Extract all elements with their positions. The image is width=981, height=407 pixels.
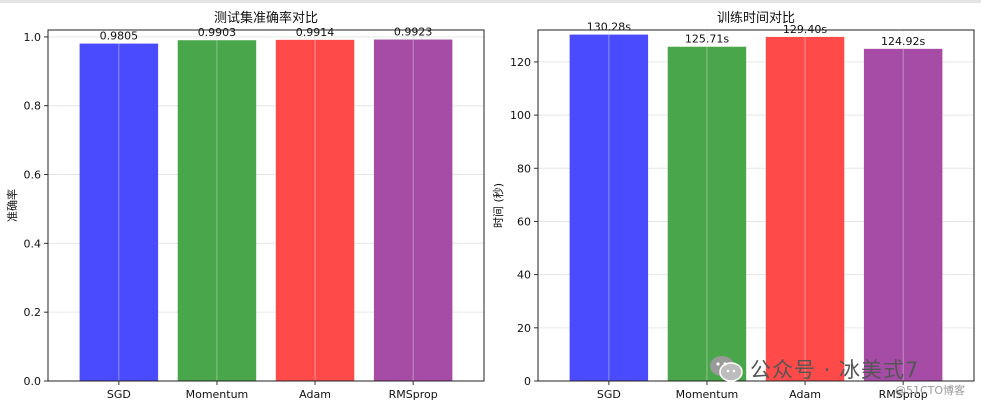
watermark: 公众号 · 冰美式7 [708, 352, 919, 386]
acc-xtick-label: Momentum [186, 388, 249, 401]
acc-xtick-label: SGD [107, 388, 131, 401]
time-y-axis-label: 时间 (秒) [491, 183, 505, 228]
acc-xtick-label: RMSprop [389, 388, 438, 401]
top-divider [0, 0, 981, 3]
acc-ytick-label: 0.8 [24, 100, 42, 113]
acc-y-axis-label: 准确率 [5, 189, 19, 222]
time-ytick-label: 100 [510, 109, 531, 122]
time-ytick-label: 60 [517, 215, 531, 228]
acc-value-label: 0.9923 [394, 26, 433, 39]
acc-value-label: 0.9914 [296, 26, 335, 39]
acc-value-label: 0.9903 [198, 26, 237, 39]
acc-chart-title: 测试集准确率对比 [214, 10, 318, 26]
time-ytick-label: 0 [524, 375, 531, 388]
acc-ytick-label: 0.4 [24, 237, 42, 250]
time-ytick-label: 80 [517, 162, 531, 175]
time-xtick-label: Momentum [676, 388, 739, 401]
time-value-label: 129.40s [783, 23, 827, 36]
time-ytick-label: 120 [510, 56, 531, 69]
acc-ytick-label: 0.2 [24, 306, 42, 319]
time-value-label: 125.71s [685, 33, 729, 46]
acc-plot-border [47, 29, 485, 382]
acc-ytick-label: 0.6 [24, 169, 42, 182]
time-chart: 130.28s SGD 125.71s Momentum 129.40s Adam 124.… [491, 11, 975, 401]
time-xtick-label: RMSprop [879, 388, 928, 401]
acc-ytick-label: 0.0 [24, 375, 42, 388]
acc-chart: 0.9805 SGD 0.9903 Momentum 0.9914 Adam 0.9923 R… [5, 10, 485, 401]
wechat-icon [710, 356, 743, 382]
watermark-subtext: @51CTO博客 [895, 384, 966, 397]
time-value-label: 124.92s [881, 35, 925, 48]
time-value-label: 130.28s [587, 21, 631, 34]
time-ytick-label: 20 [517, 322, 531, 335]
time-plot-border [537, 29, 975, 382]
time-xtick-label: Adam [789, 388, 821, 401]
time-ytick-label: 40 [517, 269, 531, 282]
acc-xtick-label: Adam [299, 388, 331, 401]
time-chart-title: 训练时间对比 [717, 11, 795, 26]
acc-value-label: 0.9805 [100, 30, 139, 43]
acc-ytick-label: 1.0 [24, 31, 42, 44]
watermark-text: 公众号 · 冰美式7 [750, 358, 920, 382]
time-xtick-label: SGD [597, 388, 621, 401]
